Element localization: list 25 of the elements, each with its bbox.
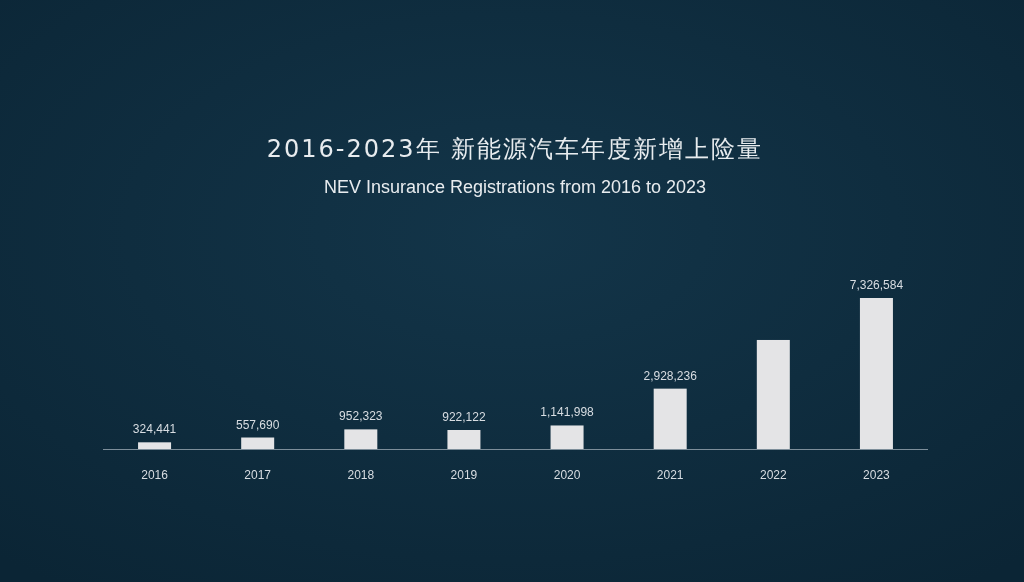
x-tick-label: 2023 <box>863 468 891 482</box>
bar <box>447 430 481 449</box>
bar <box>756 339 790 449</box>
data-label: 2,928,236 <box>643 368 698 383</box>
bar <box>241 437 275 449</box>
x-tick-label: 2016 <box>141 468 169 482</box>
bar <box>344 429 378 449</box>
chart-title: 2016-2023年 新能源汽车年度新增上险量 <box>266 135 764 163</box>
data-label: 952,323 <box>339 409 383 424</box>
bar <box>138 442 172 449</box>
bar <box>653 388 687 449</box>
x-tick-label: 2018 <box>347 468 375 482</box>
x-tick-label: 2019 <box>450 468 478 482</box>
data-label: 922,122 <box>442 410 486 424</box>
bar <box>859 298 893 449</box>
data-label: 7,326,584 <box>849 278 904 292</box>
data-label: 324,441 <box>132 422 177 437</box>
x-tick-label: 2021 <box>656 468 684 482</box>
x-tick-label: 2017 <box>244 468 272 482</box>
bar <box>550 425 584 449</box>
chart-subtitle: NEV Insurance Registrations from 2016 to 2023 <box>323 177 707 197</box>
x-tick-label: 2022 <box>759 468 787 482</box>
data-label: 1,141,998 <box>540 405 595 420</box>
data-label: 557,690 <box>235 417 280 432</box>
x-tick-label: 2020 <box>553 468 581 482</box>
